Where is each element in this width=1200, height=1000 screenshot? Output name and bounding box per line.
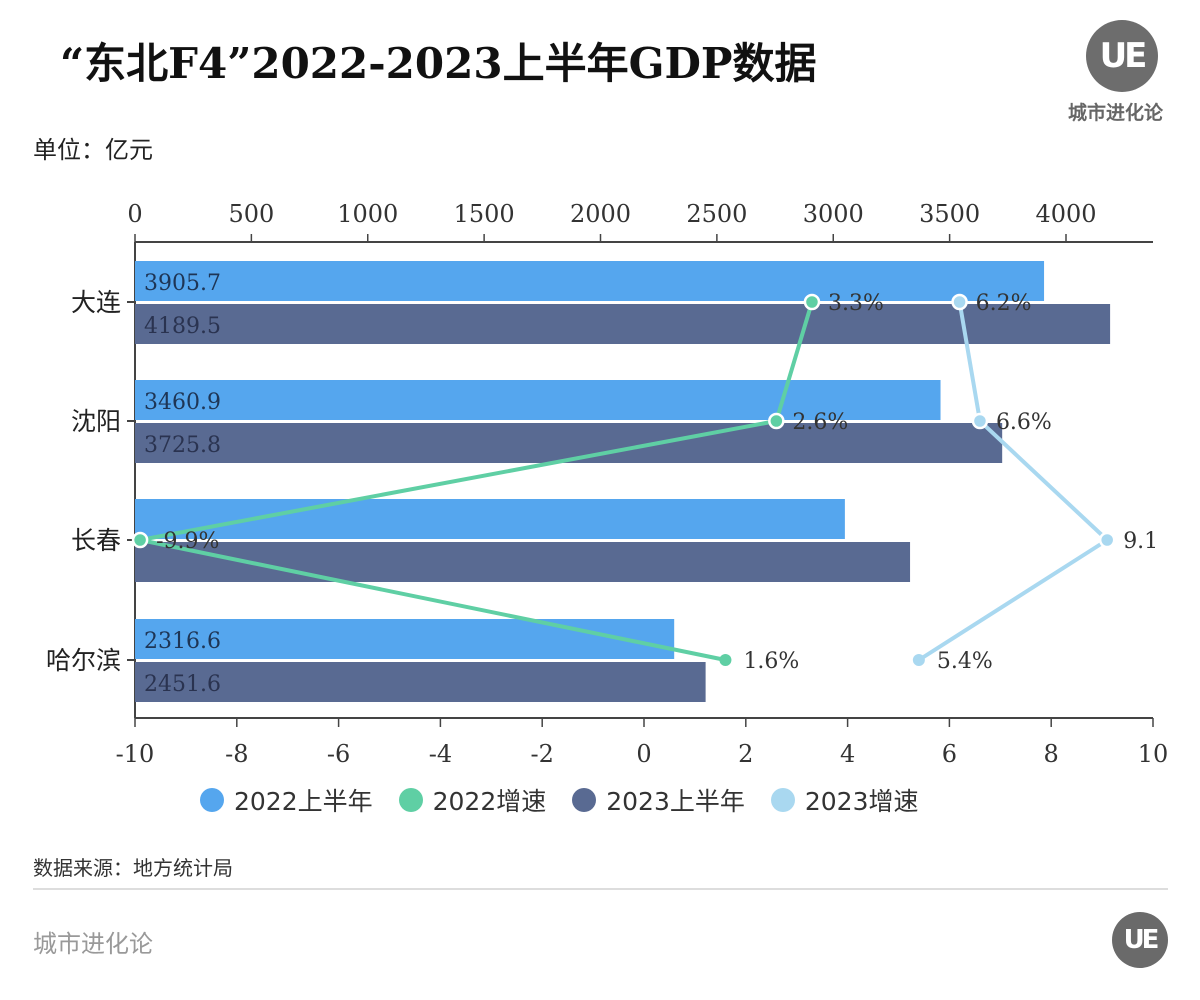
unit-label: 单位：亿元: [33, 136, 153, 164]
legend-label: 2023上半年: [606, 787, 745, 816]
legend-item-2023-growth[interactable]: 2023增速: [770, 782, 919, 818]
bar-label-2022-gdp: 3905.7: [144, 271, 221, 296]
legend: 2022上半年 2022增速 2023上半年 2023增速: [200, 782, 919, 818]
point-2022-growth: [131, 531, 149, 549]
bar-2023-gdp: [135, 662, 706, 702]
bottom-axis-tick-label: 6: [942, 740, 957, 768]
data-source: 数据来源：地方统计局: [33, 856, 233, 880]
bar-label-2023-gdp: 3725.8: [144, 433, 221, 458]
brand-logo-icon: UE: [1086, 20, 1158, 92]
legend-item-2022-growth[interactable]: 2022增速: [398, 782, 547, 818]
point-2022-growth: [719, 654, 732, 666]
point-2022-growth: [803, 293, 821, 311]
bar-2023-gdp: [135, 542, 911, 582]
bottom-axis-tick-label: -8: [225, 740, 248, 768]
top-axis-tick-label: 1000: [337, 200, 398, 228]
point-label-2023-growth: 6.6%: [996, 410, 1052, 435]
bar-2023-gdp: [135, 304, 1111, 344]
bottom-axis-tick-label: -4: [429, 740, 452, 768]
legend-marker-2022-gdp: [200, 788, 224, 812]
legend-label: 2023增速: [804, 787, 919, 816]
bar-2022-gdp: [135, 499, 845, 539]
legend-marker-2023-gdp: [572, 788, 597, 812]
bar-label-2023-gdp: 2451.6: [144, 672, 221, 697]
legend-marker-2023-growth: [770, 788, 795, 812]
bar-label-2023-gdp: 4189.5: [144, 314, 221, 339]
bar-label-2022-gdp: 3460.9: [144, 390, 221, 415]
top-axis-tick-label: 4000: [1035, 200, 1096, 228]
bottom-axis-tick-label: -10: [116, 740, 155, 768]
point-2023-growth: [971, 412, 989, 430]
bar-label-2022-gdp: 2316.6: [144, 629, 221, 654]
brand-logo-text: 城市进化论: [1068, 102, 1164, 124]
top-axis-tick-label: 3500: [919, 200, 980, 228]
point-2022-growth: [768, 412, 785, 430]
top-axis-tick-label: 500: [228, 200, 274, 228]
bottom-axis-tick-label: 2: [738, 740, 753, 768]
point-2023-growth: [1098, 531, 1116, 549]
bottom-axis-tick-label: 0: [636, 740, 651, 768]
bottom-axis-tick-label: -2: [531, 740, 554, 768]
category-label: 哈尔滨: [46, 646, 121, 675]
bar-2022-gdp: [135, 380, 941, 420]
point-2023-growth: [951, 293, 968, 311]
legend-item-2022-gdp[interactable]: 2022上半年: [200, 782, 373, 818]
point-label-2023-growth: 5.4%: [937, 649, 993, 674]
chart-title: “东北F4”2022-2023上半年GDP数据: [60, 39, 817, 88]
line-2022-growth: [139, 301, 814, 662]
point-2023-growth: [912, 654, 925, 666]
top-axis-tick-label: 2000: [570, 200, 631, 228]
legend-marker-2022-growth: [398, 788, 423, 812]
bottom-axis-tick-label: 8: [1044, 740, 1059, 768]
category-label: 大连: [71, 288, 121, 317]
gdp-chart: 0 500 1000 1500 2000 2500 3000 3500 4000 -10 -8 -6 -…: [46, 200, 1169, 768]
point-label-2022-growth: 1.6%: [743, 649, 799, 674]
bar-2022-gdp: [135, 619, 675, 659]
bottom-axis-tick-label: 10: [1138, 740, 1169, 768]
point-label-2022-growth: 3.3%: [828, 291, 884, 316]
footer-brand: 城市进化论: [33, 930, 153, 958]
point-label-2023-growth: 6.2%: [976, 291, 1032, 316]
point-label-2023-growth: 9.1: [1123, 529, 1158, 554]
legend-label: 2022上半年: [234, 787, 373, 816]
top-axis-tick-label: 0: [127, 200, 142, 228]
footer-logo-icon: UE: [1112, 912, 1168, 968]
bottom-axis-tick-label: -6: [327, 740, 350, 768]
bar-2022-gdp: [135, 261, 1045, 301]
point-label-2022-growth: -9.9%: [156, 529, 219, 554]
top-axis-tick-label: 2500: [686, 200, 747, 228]
category-label: 沈阳: [71, 407, 121, 436]
bottom-axis-tick-label: 4: [840, 740, 855, 768]
legend-item-2023-gdp[interactable]: 2023上半年: [572, 782, 745, 818]
footer-divider: [33, 888, 1168, 890]
category-label: 长春: [71, 526, 121, 555]
line-2023-growth: [917, 301, 1111, 662]
top-axis-tick-label: 3000: [803, 200, 864, 228]
bar-2023-gdp: [135, 423, 1003, 463]
legend-label: 2022增速: [432, 787, 547, 816]
point-label-2022-growth: 2.6%: [792, 410, 848, 435]
top-axis-tick-label: 1500: [454, 200, 515, 228]
